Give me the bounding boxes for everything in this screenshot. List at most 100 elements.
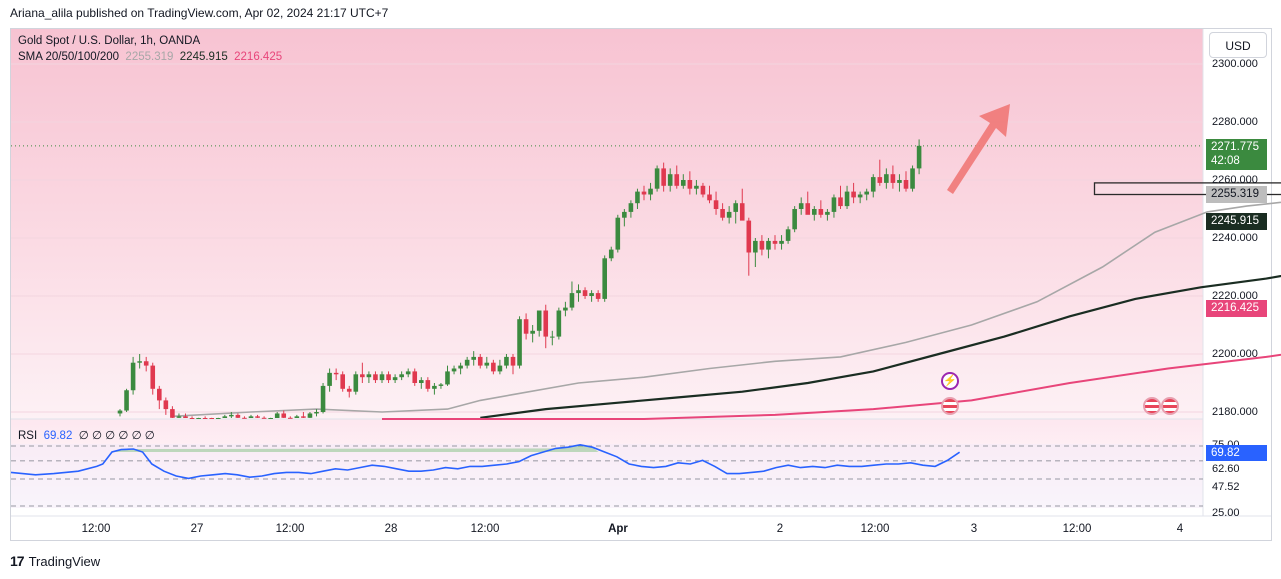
candle-body <box>294 416 300 418</box>
candle-body <box>569 293 575 308</box>
rsi-band <box>11 444 1203 508</box>
candle-body <box>608 249 614 259</box>
sma-line-2 <box>382 353 1281 420</box>
candle-body <box>183 416 188 418</box>
candle-body <box>681 180 686 186</box>
rsi-legend: RSI 69.82 ∅ ∅ ∅ ∅ ∅ ∅ <box>18 428 155 442</box>
chart-frame <box>10 28 1272 541</box>
candle-body <box>504 356 509 366</box>
candle-body <box>517 319 522 366</box>
candle-body <box>301 416 306 418</box>
candle-body <box>563 307 568 311</box>
sma-line-1 <box>480 274 1281 419</box>
rsi-overbought-fill <box>115 444 599 452</box>
candle-body <box>143 361 149 366</box>
candle-body <box>419 380 424 383</box>
candle-body <box>137 361 142 363</box>
candle-body <box>333 372 339 375</box>
candle-body <box>661 168 666 186</box>
published-by: Ariana_alila published on TradingView.co… <box>10 6 389 20</box>
candle-body <box>733 203 738 212</box>
time-label: 2 <box>776 523 784 535</box>
candle-body <box>654 168 660 189</box>
candle-body <box>248 416 254 418</box>
candle-body <box>628 203 634 212</box>
candle-body <box>812 209 817 215</box>
candle-body <box>366 374 372 378</box>
sma20-tag: 2255.319 <box>1206 186 1267 203</box>
candle-body <box>910 168 915 189</box>
price-label: 2260.000 <box>1212 174 1258 186</box>
candle-body <box>360 374 365 378</box>
candle-body <box>346 388 352 392</box>
candle-body <box>550 336 555 338</box>
time-label: 4 <box>1176 523 1184 535</box>
sma200-value: 2216.425 <box>234 51 283 63</box>
time-label: 3 <box>970 523 978 535</box>
rsi-axis-label: 25.00 <box>1212 507 1240 519</box>
candle-body <box>916 145 922 169</box>
last-price-tag: 2271.775 42:08 <box>1206 139 1267 170</box>
brand-name: TradingView <box>28 553 101 569</box>
candle-body <box>130 362 136 391</box>
rsi-axis-label: 62.60 <box>1212 463 1240 475</box>
footer-brand: 17 TradingView <box>10 553 100 569</box>
candle-body <box>602 258 607 299</box>
candle-body <box>530 330 535 334</box>
currency-button[interactable]: USD <box>1209 32 1267 58</box>
candle-body <box>805 203 811 215</box>
tradingview-logo-icon: 17 <box>10 553 25 569</box>
candle-body <box>484 362 490 366</box>
price-label: 2200.000 <box>1212 348 1258 360</box>
candle-body <box>523 319 529 334</box>
candle-body <box>897 180 902 183</box>
candle-body <box>726 211 732 218</box>
candle-body <box>445 371 450 385</box>
candle-body <box>877 177 883 183</box>
candle-body <box>491 362 496 372</box>
candle-body <box>864 191 869 195</box>
sma50-tag: 2245.915 <box>1206 213 1267 230</box>
candle-body <box>576 290 581 294</box>
candle-body <box>720 209 725 218</box>
candle-body <box>425 380 431 389</box>
candle-body <box>255 416 260 418</box>
candle-body <box>477 356 483 366</box>
candle-body <box>510 356 516 366</box>
sma-label: SMA 20/50/100/200 <box>18 51 120 63</box>
rsi-placeholders: ∅ ∅ ∅ ∅ ∅ ∅ <box>78 430 155 442</box>
sma20-value: 2255.319 <box>125 51 174 63</box>
candle-body <box>327 372 332 386</box>
candle-body <box>825 211 830 215</box>
candle-body <box>903 180 909 189</box>
time-label: 12:00 <box>275 523 305 535</box>
candle-body <box>202 418 208 419</box>
us-flag-event-icon[interactable] <box>1161 397 1179 415</box>
candle-body <box>386 374 391 381</box>
lightning-event-icon[interactable]: ⚡ <box>941 372 959 390</box>
sma200-tag: 2216.425 <box>1206 300 1267 317</box>
time-label: 27 <box>190 523 204 535</box>
candle-body <box>353 374 359 392</box>
candle-body <box>857 194 863 198</box>
candle-body <box>124 390 129 411</box>
candle-body <box>432 385 437 389</box>
time-label: 28 <box>384 523 398 535</box>
rsi-value-tag: 69.82 <box>1206 445 1267 461</box>
us-flag-event-icon[interactable] <box>1143 397 1161 415</box>
candle-body <box>851 191 856 198</box>
candle-body <box>785 229 791 241</box>
candle-body <box>589 293 594 296</box>
candle-body <box>838 197 843 207</box>
time-label: 12:00 <box>860 523 890 535</box>
rsi-value: 69.82 <box>43 430 73 442</box>
candle-body <box>209 418 214 419</box>
sma-legend: SMA 20/50/100/200 2255.319 2245.915 2216… <box>18 51 282 63</box>
candle-body <box>242 417 247 419</box>
price-label: 2220.000 <box>1212 290 1258 302</box>
us-flag-event-icon[interactable] <box>941 397 959 415</box>
candle-body <box>543 310 549 337</box>
last-price-value: 2271.775 <box>1211 141 1259 153</box>
time-label: 12:00 <box>1062 523 1092 535</box>
